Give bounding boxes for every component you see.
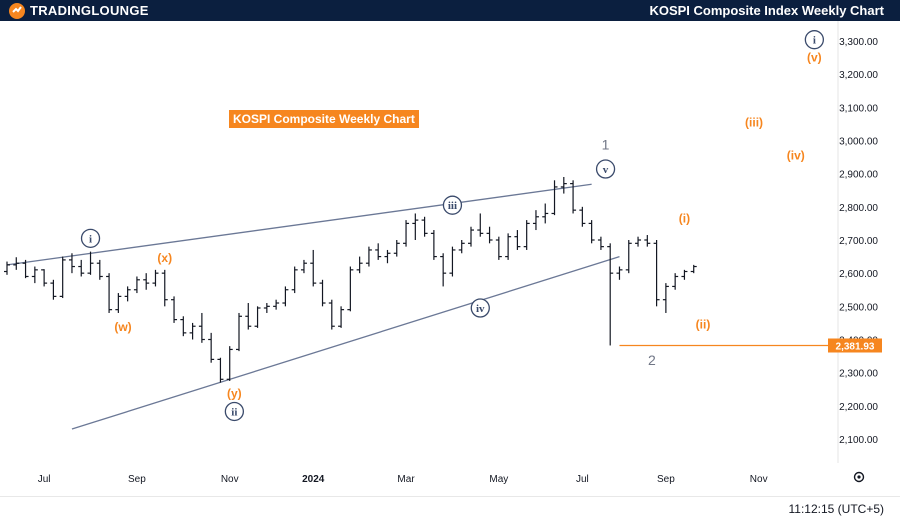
upper-channel-line[interactable] xyxy=(6,183,592,266)
y-tick-label: 3,300.00 xyxy=(839,37,878,48)
wave-label-roman: v xyxy=(603,164,609,176)
wave-label-minor: (iii) xyxy=(745,115,763,129)
y-tick-label: 2,300.00 xyxy=(839,369,878,380)
y-tick-label: 2,800.00 xyxy=(839,203,878,214)
tradinglounge-logo: TRADINGLOUNGE xyxy=(8,2,149,19)
y-tick-label: 3,100.00 xyxy=(839,103,878,114)
wave-label-minor: (i) xyxy=(679,211,690,225)
clock[interactable]: 11:12:15 (UTC+5) xyxy=(788,502,885,516)
wave-label-minor: (y) xyxy=(227,387,242,401)
chart-badge: KOSPI Composite Weekly Chart xyxy=(229,110,419,128)
wave-label-roman: ii xyxy=(231,406,237,418)
wave-label-roman: iii xyxy=(448,200,457,212)
wave-label-minor: (ii) xyxy=(696,318,711,332)
y-tick-label: 2,500.00 xyxy=(839,302,878,313)
wave-label-roman: iv xyxy=(476,303,485,315)
y-tick-label: 3,000.00 xyxy=(839,137,878,148)
wave-label-minor: (iv) xyxy=(787,148,805,162)
x-tick-label: May xyxy=(489,474,508,485)
x-tick-label: Mar xyxy=(397,474,415,485)
wave-label-circle xyxy=(80,228,101,248)
x-tick-label: Sep xyxy=(657,474,675,485)
x-tick-label: Nov xyxy=(750,474,768,485)
settings-gear-icon[interactable] xyxy=(852,470,866,484)
x-tick-label: 2024 xyxy=(302,474,325,485)
y-tick-label: 3,200.00 xyxy=(839,70,878,81)
wave-label-roman: i xyxy=(813,35,816,47)
y-tick-label: 2,900.00 xyxy=(839,170,878,181)
logo-icon xyxy=(9,2,25,19)
x-tick-label: Jul xyxy=(576,474,589,485)
y-tick-label: 2,600.00 xyxy=(839,269,878,280)
price-tag-label: 2,381.93 xyxy=(836,341,875,352)
price-chart[interactable]: 2,100.002,200.002,300.002,400.002,500.00… xyxy=(0,21,900,522)
wave-label-minor: (w) xyxy=(114,320,131,334)
wave-label-circle xyxy=(804,30,825,50)
header-bar: TRADINGLOUNGE KOSPI Composite Index Week… xyxy=(0,0,900,21)
page-title: KOSPI Composite Index Weekly Chart xyxy=(649,3,884,18)
x-tick-label: Jul xyxy=(38,474,51,485)
wave-label-minor: (v) xyxy=(807,51,822,65)
wave-label-circle xyxy=(442,195,463,215)
chart-area[interactable]: 2,100.002,200.002,300.002,400.002,500.00… xyxy=(0,21,900,522)
wave-label-primary: 1 xyxy=(602,136,610,152)
wave-label-roman: i xyxy=(89,233,92,245)
time-bar: 11:12:15 (UTC+5) xyxy=(0,496,900,523)
wave-label-circle xyxy=(595,159,616,179)
x-tick-label: Nov xyxy=(221,474,239,485)
x-tick-label: Sep xyxy=(128,474,146,485)
wave-label-circle xyxy=(470,298,490,318)
logo-text: TRADINGLOUNGE xyxy=(30,3,149,18)
y-tick-label: 2,100.00 xyxy=(839,435,878,446)
lower-channel-line[interactable] xyxy=(71,255,620,430)
y-tick-label: 2,700.00 xyxy=(839,236,878,247)
wave-label-primary: 2 xyxy=(648,352,656,368)
y-tick-label: 2,200.00 xyxy=(839,402,878,413)
price-tag xyxy=(828,338,882,353)
wave-label-minor: (x) xyxy=(157,251,172,265)
wave-label-circle xyxy=(224,401,245,422)
